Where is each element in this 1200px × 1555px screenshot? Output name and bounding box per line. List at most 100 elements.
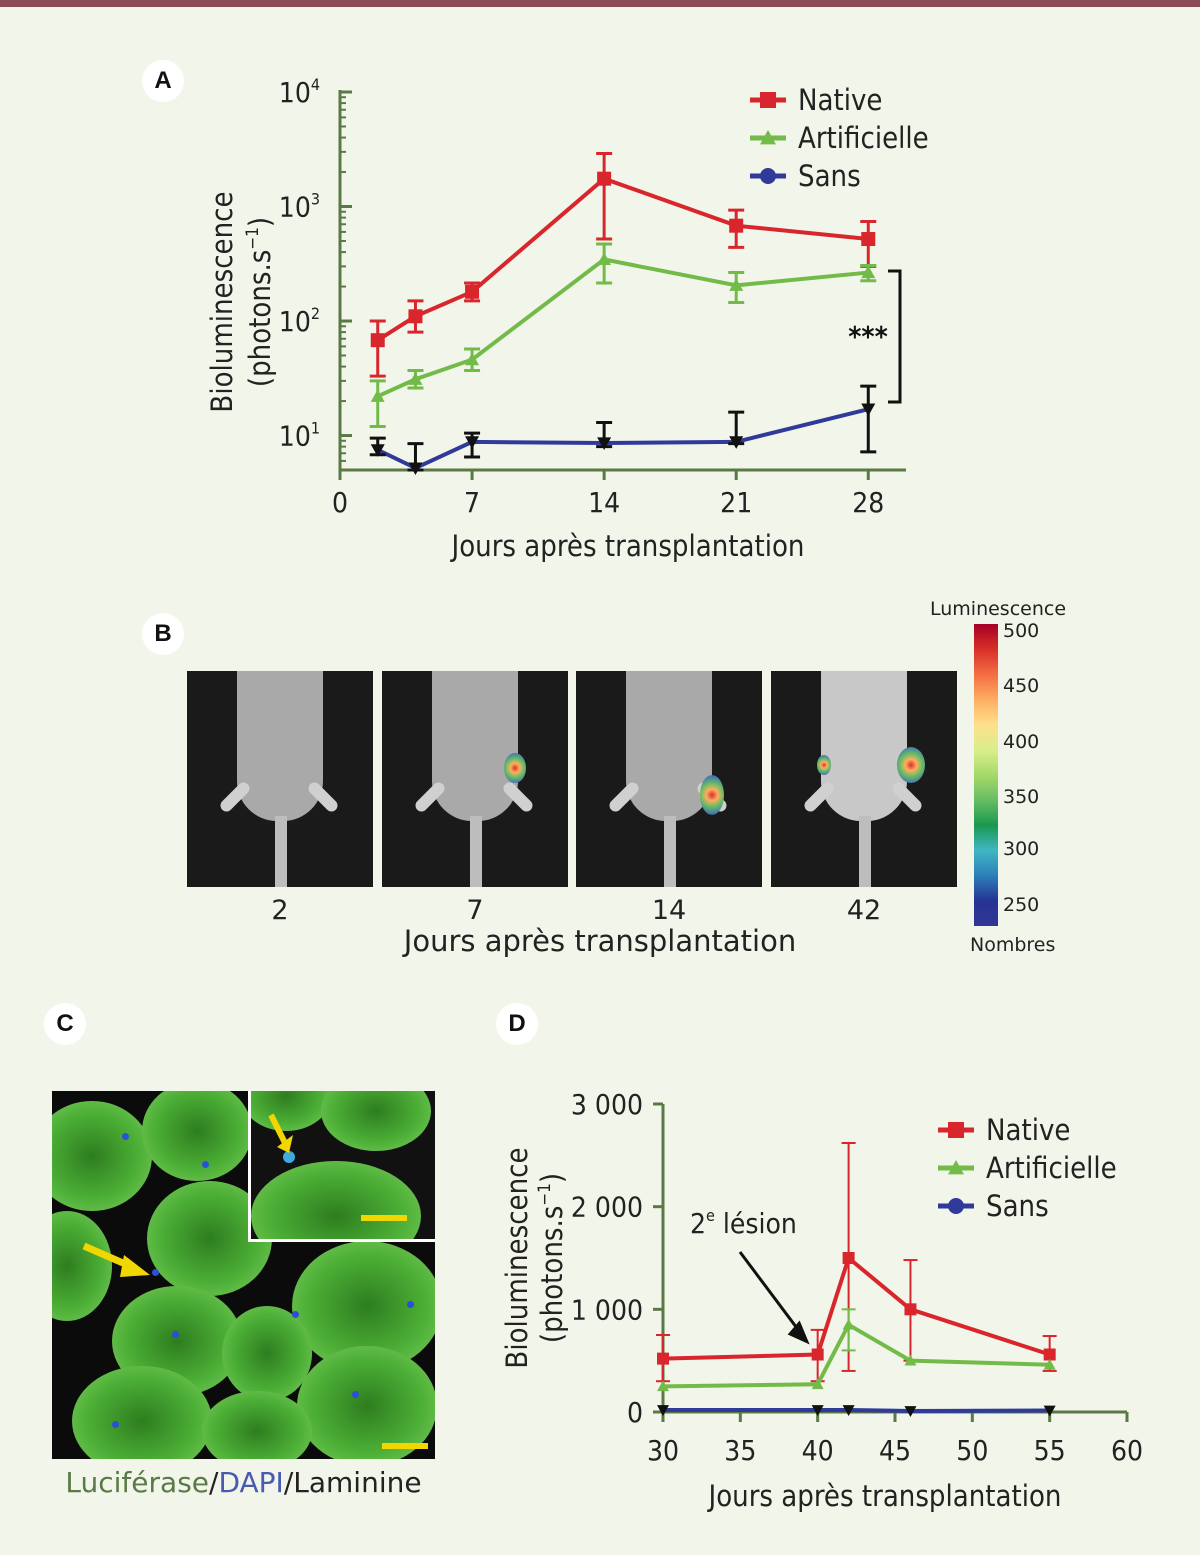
caption-slash: / — [209, 1466, 219, 1499]
point-artificielle — [842, 1318, 855, 1330]
y-tick-label: 102 — [279, 304, 320, 338]
legend-marker-sans — [948, 1198, 964, 1214]
mouse-image-day-42 — [771, 671, 957, 887]
panel-letter-b: B — [142, 613, 184, 655]
day-label-2: 2 — [271, 895, 289, 926]
lesion-annotation: 2e lésion — [690, 1206, 797, 1240]
point-artificielle — [729, 278, 744, 291]
point-native — [408, 309, 423, 324]
caption-luciferase: Luciférase — [65, 1466, 210, 1499]
colorbar-footer: Nombres — [970, 934, 1056, 956]
x-tick-label: 40 — [802, 1434, 834, 1467]
caption-laminine: Laminine — [293, 1466, 422, 1499]
series-line-sans — [663, 1407, 1050, 1413]
point-sans — [465, 436, 480, 449]
y-axis-label: Bioluminescence — [205, 191, 239, 412]
arrow-head-icon — [787, 1320, 810, 1345]
point-native — [370, 333, 385, 348]
x-tick-label: 50 — [956, 1434, 988, 1467]
point-native — [811, 1348, 824, 1361]
colorbar-tick: 250 — [1003, 894, 1040, 916]
point-artificielle — [811, 1378, 824, 1390]
legend-label-native: Native — [798, 83, 882, 117]
legend-label-artificielle: Artificielle — [986, 1151, 1117, 1185]
legend-label-artificielle: Artificielle — [798, 121, 929, 155]
point-artificielle — [597, 252, 612, 266]
colorbar — [974, 624, 998, 926]
x-tick-label: 30 — [647, 1434, 679, 1467]
y-tick-label: 103 — [279, 190, 320, 224]
series-line-sans — [376, 407, 869, 471]
y-axis-unit: (photons.s−1) — [243, 217, 277, 387]
x-tick-label: 45 — [879, 1434, 911, 1467]
legend-marker-native — [760, 92, 776, 108]
point-sans — [1043, 1405, 1056, 1417]
x-tick-label: 28 — [852, 486, 884, 519]
point-sans — [597, 437, 612, 451]
point-sans — [842, 1405, 855, 1416]
day-label-7: 7 — [466, 895, 484, 926]
point-artificielle — [861, 265, 876, 279]
colorbar-tick: 500 — [1003, 620, 1040, 642]
legend-marker-artificielle — [760, 130, 776, 145]
point-sans — [904, 1406, 917, 1417]
yellow-arrow-icon — [268, 1113, 293, 1153]
panel-letter-c: C — [44, 1003, 86, 1045]
day-label-42: 42 — [846, 895, 882, 926]
mouse-image-day-2 — [187, 671, 373, 887]
yellow-arrow-icon — [82, 1242, 150, 1277]
x-tick-label: 7 — [464, 486, 480, 519]
mouse-image-day-7 — [382, 671, 568, 887]
x-axis-label: Jours après transplantation — [450, 529, 805, 563]
top-border-bar — [0, 0, 1200, 7]
colorbar-tick: 450 — [1003, 675, 1040, 697]
colorbar-tick: 400 — [1003, 731, 1040, 753]
y-tick-label: 2 000 — [571, 1191, 643, 1224]
significance-stars: *** — [848, 320, 888, 353]
legend-marker-native — [948, 1122, 964, 1138]
point-artificielle — [465, 352, 480, 366]
x-tick-label: 0 — [332, 486, 348, 519]
point-sans — [729, 436, 744, 449]
y-tick-label: 104 — [279, 75, 320, 109]
x-axis-label: Jours après transplantation — [707, 1479, 1062, 1513]
x-tick-label: 21 — [720, 486, 752, 519]
point-native — [465, 284, 480, 299]
x-tick-label: 35 — [724, 1434, 756, 1467]
colorbar-title: Luminescence — [930, 598, 1067, 620]
point-sans — [370, 444, 385, 457]
legend-marker-artificielle — [948, 1160, 964, 1175]
point-artificielle — [657, 1380, 669, 1392]
point-artificielle — [408, 372, 423, 385]
point-sans — [811, 1405, 824, 1416]
legend-label-sans: Sans — [798, 159, 861, 193]
point-native — [861, 232, 876, 247]
panel-letter-d: D — [496, 1003, 538, 1045]
point-native — [729, 218, 744, 233]
micrograph-image — [52, 1091, 435, 1459]
x-tick-label: 55 — [1034, 1434, 1066, 1467]
caption-dapi: DAPI — [218, 1466, 284, 1499]
chart-a: 101 102 103 104 0 7 14 21 28 Jours après transpla… — [205, 75, 929, 563]
y-tick-label: 101 — [279, 419, 320, 453]
x-tick-label: 60 — [1111, 1434, 1143, 1467]
point-native — [597, 171, 612, 186]
y-tick-label: 0 — [627, 1396, 643, 1429]
point-native — [1043, 1348, 1056, 1361]
y-tick-label: 3 000 — [571, 1088, 643, 1121]
point-native — [657, 1352, 669, 1365]
legend-marker-sans — [760, 168, 776, 184]
point-artificielle — [1043, 1358, 1056, 1370]
series-line-native — [662, 1254, 1051, 1361]
legend-label-sans: Sans — [986, 1189, 1049, 1223]
point-artificielle — [904, 1354, 917, 1366]
series-line-artificielle — [376, 257, 869, 399]
panel-letter-a: A — [142, 60, 184, 102]
x-tick-label: 14 — [588, 486, 620, 519]
annotation-arrow-line — [738, 1251, 803, 1336]
micrograph-caption: Luciférase/DAPI/Laminine — [52, 1466, 435, 1499]
y-axis-label: Bioluminescence — [500, 1147, 534, 1368]
point-sans — [861, 403, 876, 417]
panel-b-xlabel: Jours après transplantation — [403, 924, 797, 958]
point-native — [904, 1303, 917, 1316]
